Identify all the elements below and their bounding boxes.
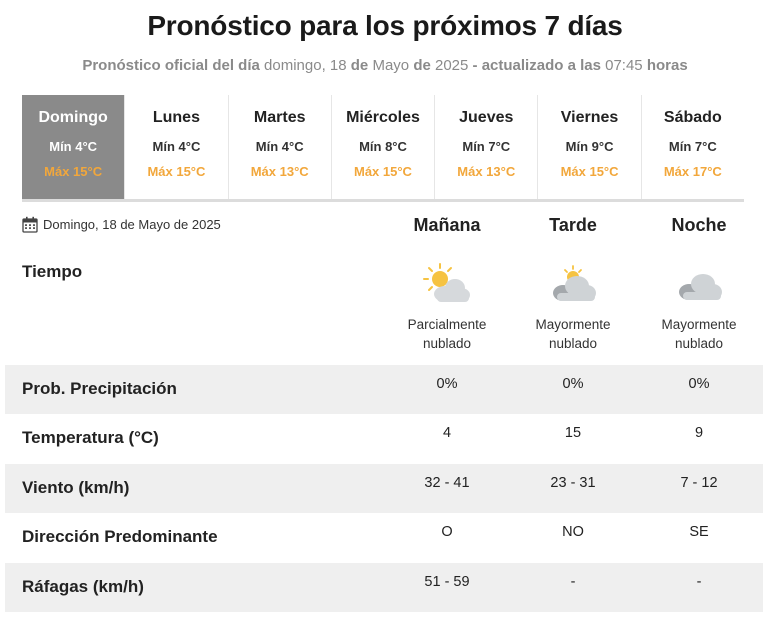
period-header-noche: Noche xyxy=(671,215,727,235)
day-tab-viernes[interactable]: Viernes Mín 9°C Máx 15°C xyxy=(538,95,642,199)
row-label: Ráfagas (km/h) xyxy=(22,577,144,596)
row-temperature: Temperatura (°C) 4 15 9 xyxy=(5,414,763,463)
day-max-temp: Máx 15°C xyxy=(354,164,412,179)
day-max-temp: Máx 15°C xyxy=(44,164,103,179)
row-value-tarde: - xyxy=(570,574,576,590)
page-subtitle: Pronóstico oficial del día domingo, 18 d… xyxy=(82,57,688,74)
calendar-icon xyxy=(22,216,38,233)
day-max-temp: Máx 15°C xyxy=(560,164,619,179)
row-value-noche: 9 xyxy=(694,425,704,441)
day-min-temp: Mín 9°C xyxy=(565,139,614,154)
weather-tarde: Mayormente nublado xyxy=(513,262,633,353)
row-value-noche: SE xyxy=(689,524,709,540)
weather-desc: Mayormente nublado xyxy=(661,317,737,351)
row-value-manana: 4 xyxy=(442,425,452,441)
day-min-temp: Mín 7°C xyxy=(462,139,511,154)
row-value-manana: 51 - 59 xyxy=(424,574,470,590)
day-min-temp: Mín 4°C xyxy=(49,139,98,154)
period-header-manana: Mañana xyxy=(413,215,481,235)
day-tab-sabado[interactable]: Sábado Mín 7°C Máx 17°C xyxy=(642,95,744,199)
day-name: Jueves xyxy=(459,109,514,126)
row-value-manana: O xyxy=(441,524,453,540)
row-label: Temperatura (°C) xyxy=(22,428,159,447)
partly-cloudy-sun-icon xyxy=(423,263,470,302)
day-max-temp: Máx 13°C xyxy=(457,164,516,179)
period-header-tarde: Tarde xyxy=(549,215,597,235)
row-value-tarde: 15 xyxy=(564,425,582,441)
day-name: Domingo xyxy=(38,109,108,126)
day-name: Viernes xyxy=(560,109,619,126)
row-label: Viento (km/h) xyxy=(22,478,130,497)
row-precipitation: Prob. Precipitación 0% 0% 0% xyxy=(5,365,763,414)
day-name: Lunes xyxy=(152,109,200,126)
day-name: Sábado xyxy=(663,109,722,126)
day-tabs: Domingo Mín 4°C Máx 15°C Lunes Mín 4°C M… xyxy=(22,95,744,202)
row-label: Dirección Predominante xyxy=(22,527,218,546)
page-title: Pronóstico para los próximos 7 días xyxy=(147,10,623,41)
weather-desc: Parcialmente nublado xyxy=(407,317,487,351)
weather-manana: Parcialmente nublado xyxy=(387,262,507,353)
day-tab-jueves[interactable]: Jueves Mín 7°C Máx 13°C xyxy=(435,95,539,199)
row-gusts: Ráfagas (km/h) 51 - 59 - - xyxy=(5,563,763,612)
selected-date-text: Domingo, 18 de Mayo de 2025 xyxy=(43,217,221,232)
day-min-temp: Mín 8°C xyxy=(359,139,407,154)
day-min-temp: Mín 7°C xyxy=(668,139,717,154)
day-tab-miercoles[interactable]: Miércoles Mín 8°C Máx 15°C xyxy=(332,95,436,199)
mostly-cloudy-sun-icon xyxy=(553,265,596,301)
tiempo-label: Tiempo xyxy=(22,262,83,281)
row-wind-direction: Dirección Predominante O NO SE xyxy=(5,513,763,562)
row-value-manana: 0% xyxy=(436,376,458,392)
selected-date: Domingo, 18 de Mayo de 2025 xyxy=(22,216,221,233)
day-min-temp: Mín 4°C xyxy=(152,139,201,154)
row-value-tarde: 23 - 31 xyxy=(550,475,596,491)
mostly-cloudy-night-icon xyxy=(679,274,722,300)
day-max-temp: Máx 15°C xyxy=(147,164,206,179)
row-value-noche: - xyxy=(696,574,702,590)
row-wind: Viento (km/h) 32 - 41 23 - 31 7 - 12 xyxy=(5,464,763,513)
day-tab-domingo[interactable]: Domingo Mín 4°C Máx 15°C xyxy=(22,95,126,199)
day-max-temp: Máx 17°C xyxy=(663,164,722,179)
weather-noche: Mayormente nublado xyxy=(639,262,759,353)
row-value-noche: 7 - 12 xyxy=(680,475,718,491)
day-max-temp: Máx 13°C xyxy=(250,164,309,179)
day-name: Miércoles xyxy=(346,109,420,126)
row-value-tarde: NO xyxy=(562,524,584,540)
day-name: Martes xyxy=(253,109,306,126)
row-value-noche: 0% xyxy=(688,376,710,392)
day-min-temp: Mín 4°C xyxy=(255,139,304,154)
day-tab-lunes[interactable]: Lunes Mín 4°C Máx 15°C xyxy=(125,95,229,199)
row-label: Prob. Precipitación xyxy=(22,379,177,398)
day-tab-martes[interactable]: Martes Mín 4°C Máx 13°C xyxy=(229,95,332,199)
weather-desc: Mayormente nublado xyxy=(535,317,611,351)
row-value-tarde: 0% xyxy=(562,376,584,392)
row-value-manana: 32 - 41 xyxy=(424,475,470,491)
